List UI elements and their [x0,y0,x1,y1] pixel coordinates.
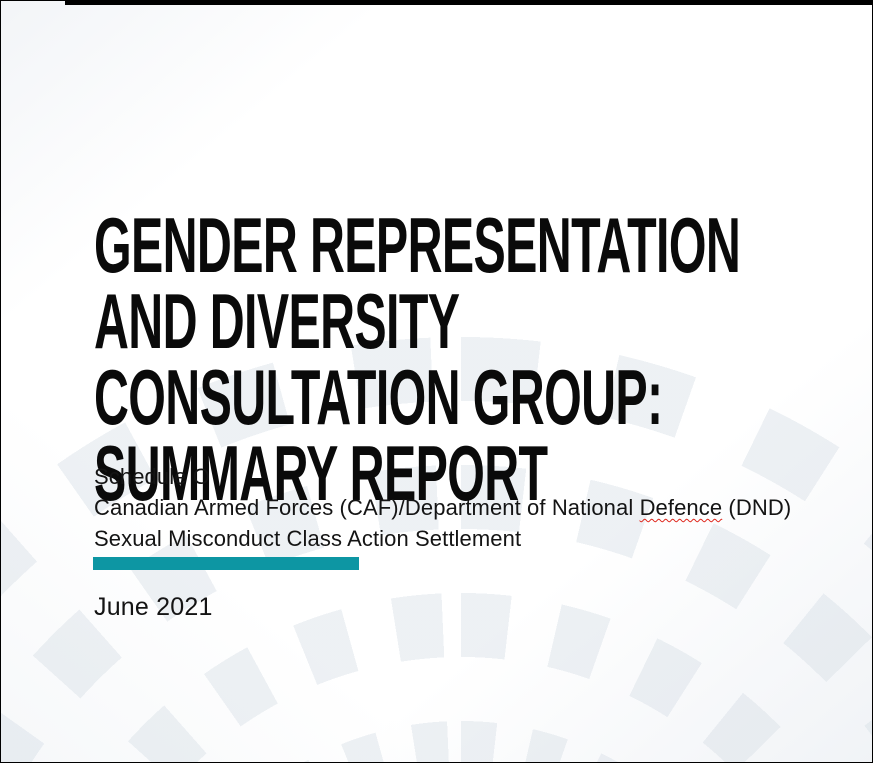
spellcheck-flagged-word: Defence [639,495,723,520]
subtitle-settlement-line: Sexual Misconduct Class Action Settlemen… [94,526,522,551]
title-line-4: SUMMARY REPORT [94,429,548,518]
report-subtitle: Schedule O Canadian Armed Forces (CAF)/D… [94,461,791,554]
subtitle-organization-prefix: Canadian Armed Forces (CAF)/Department o… [94,495,640,520]
report-title: GENDER REPRESENTATION AND DIVERSITY CONS… [94,201,872,518]
title-line-2: AND DIVERSITY [94,277,460,366]
teal-divider-bar [93,557,359,570]
title-line-3: CONSULTATION GROUP: [94,353,663,442]
subtitle-schedule-line: Schedule O [94,464,210,489]
report-date: June 2021 [94,593,213,621]
subtitle-organization-line: Canadian Armed Forces (CAF)/Department o… [94,492,791,523]
top-accent-bar [65,1,872,5]
subtitle-organization-suffix: (DND) [722,495,792,520]
title-line-1: GENDER REPRESENTATION [94,201,741,290]
